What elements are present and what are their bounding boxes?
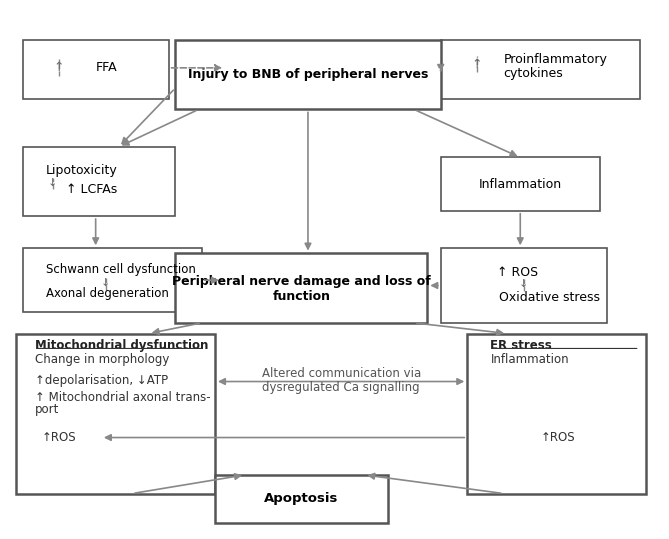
Text: port: port [35,403,59,416]
Text: Altered communication via: Altered communication via [262,367,421,380]
Text: Lipotoxicity: Lipotoxicity [46,164,118,177]
Text: ↓: ↓ [101,278,110,288]
Text: Apoptosis: Apoptosis [264,493,339,506]
Text: FFA: FFA [96,61,117,74]
Text: Schwann cell dysfunction: Schwann cell dysfunction [46,263,196,276]
FancyBboxPatch shape [467,334,646,494]
Text: Inflammation: Inflammation [479,178,562,191]
Text: ↓: ↓ [48,178,58,188]
Text: Inflammation: Inflammation [490,353,569,365]
Text: Change in morphology: Change in morphology [35,353,169,365]
Text: Mitochondrial dysfunction: Mitochondrial dysfunction [35,338,208,352]
Text: cytokines: cytokines [504,67,563,80]
FancyBboxPatch shape [175,40,441,109]
Text: ↑: ↑ [472,58,482,71]
FancyBboxPatch shape [215,475,387,523]
Text: ↑ Mitochondrial axonal trans-: ↑ Mitochondrial axonal trans- [35,391,210,404]
Text: ↑depolarisation, ↓ATP: ↑depolarisation, ↓ATP [35,374,168,387]
Text: Proinflammatory: Proinflammatory [504,53,607,66]
Text: ↑ROS: ↑ROS [540,431,575,444]
Text: Injury to BNB of peripheral nerves: Injury to BNB of peripheral nerves [188,68,428,81]
FancyBboxPatch shape [175,253,427,323]
FancyBboxPatch shape [441,40,640,99]
Text: Peripheral nerve damage and loss of: Peripheral nerve damage and loss of [172,275,431,288]
Text: ↑: ↑ [54,61,64,74]
FancyBboxPatch shape [23,248,202,312]
Text: dysregulated Ca signalling: dysregulated Ca signalling [262,382,420,395]
Text: ↑ ROS: ↑ ROS [497,266,538,279]
Text: ↓: ↓ [519,279,529,289]
Text: function: function [272,289,330,303]
FancyBboxPatch shape [16,334,215,494]
Text: ER stress: ER stress [490,338,552,352]
Text: ↑ROS: ↑ROS [41,431,76,444]
Text: Axonal degeneration: Axonal degeneration [46,287,169,300]
FancyBboxPatch shape [23,40,169,99]
Text: ↑ LCFAs: ↑ LCFAs [66,183,117,196]
Text: Oxidative stress: Oxidative stress [499,291,600,304]
FancyBboxPatch shape [23,147,175,216]
FancyBboxPatch shape [441,157,600,211]
FancyBboxPatch shape [441,248,607,323]
